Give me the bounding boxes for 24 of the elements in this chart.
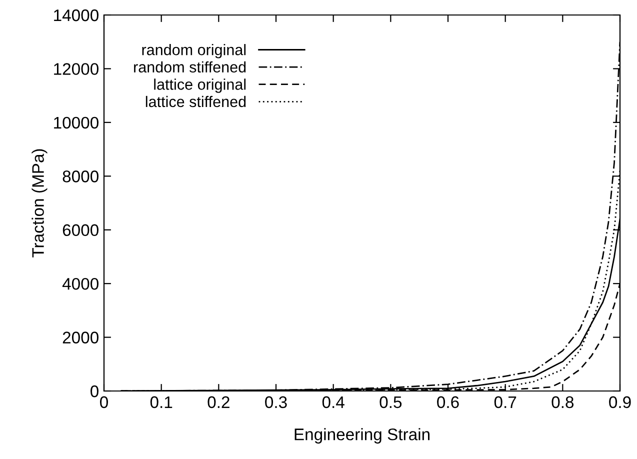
x-tick-label: 0 (100, 396, 108, 408)
x-tick-label: 0.9 (609, 396, 631, 408)
y-axis-title: Traction (MPa) (32, 149, 48, 258)
y-tick-label: 8000 (62, 170, 98, 182)
x-tick-label: 0.4 (322, 396, 344, 408)
y-tick-label: 4000 (62, 278, 98, 290)
x-tick-label: 0.2 (208, 396, 230, 408)
y-tick-label: 14000 (54, 9, 98, 22)
y-tick-label: 6000 (62, 224, 98, 236)
x-tick-label: 0.6 (437, 396, 459, 408)
y-tick-label: 0 (90, 385, 98, 398)
y-tick-label: 2000 (62, 332, 98, 344)
x-tick-label: 0.7 (494, 396, 516, 408)
legend-label: lattice original (154, 78, 246, 93)
y-tick-label: 12000 (54, 63, 98, 75)
x-tick-label: 0.1 (150, 396, 172, 408)
x-tick-label: 0.3 (265, 396, 287, 408)
legend-label: random stiffened (134, 61, 246, 73)
legend-label: random original (142, 44, 246, 58)
legend-label: lattice stiffened (146, 96, 246, 108)
x-tick-label: 0.5 (380, 396, 402, 408)
x-tick-label: 0.8 (552, 396, 574, 408)
x-axis-title: Engineering Strain (294, 428, 430, 444)
y-tick-label: 10000 (54, 116, 98, 129)
